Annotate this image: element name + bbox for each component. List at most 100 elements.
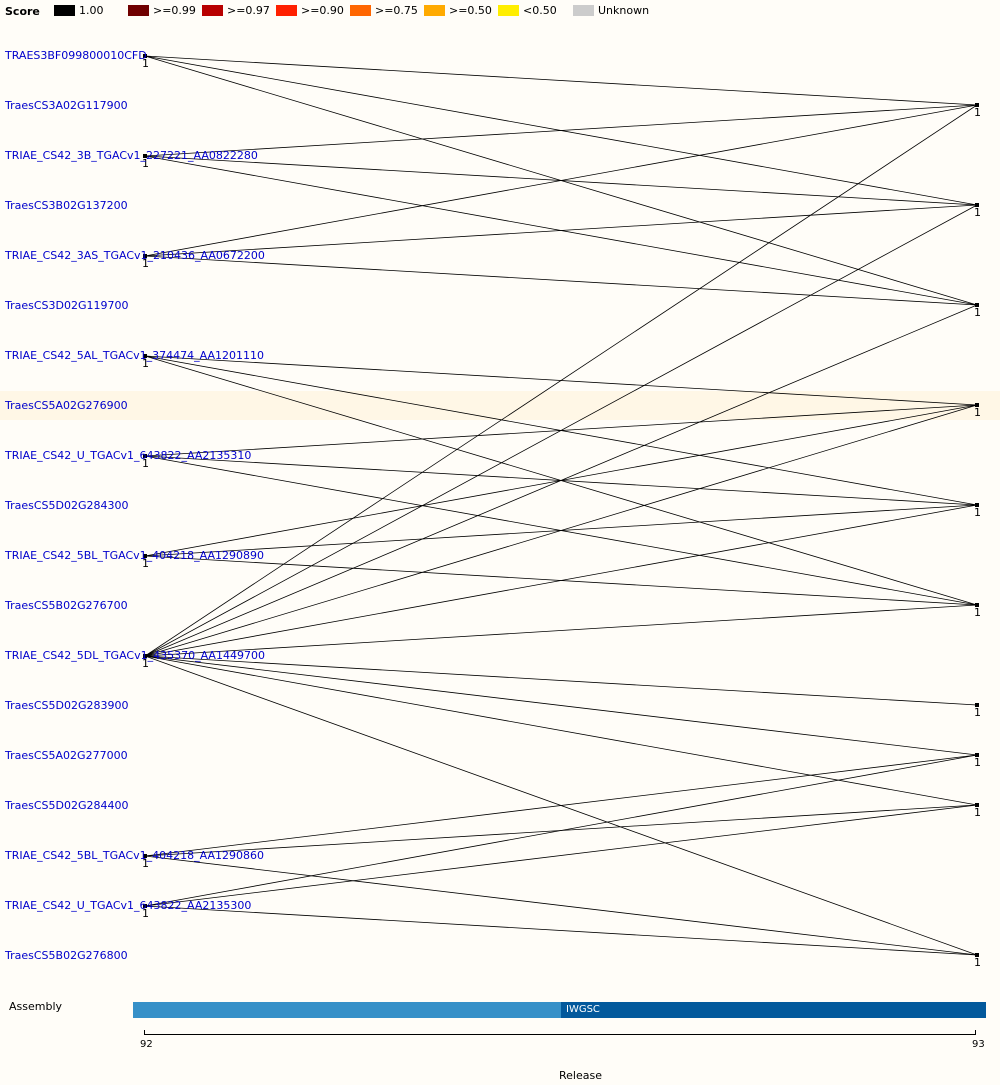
homology-link bbox=[144, 804, 978, 907]
node-count-label: 1 bbox=[974, 106, 981, 119]
gene-link[interactable]: TRAES3BF099800010CFD bbox=[5, 49, 147, 62]
release-axis: 92 93 bbox=[0, 1025, 1000, 1085]
gene-node[interactable] bbox=[975, 803, 979, 807]
score-legend: Score 1.00 >=0.99 >=0.97 >=0.90 >=0.75 >=0.50… bbox=[0, 0, 1000, 22]
legend-label: >=0.50 bbox=[449, 4, 492, 17]
release-tick-93: 93 bbox=[972, 1039, 985, 1050]
gene-link[interactable]: TraesCS5B02G276800 bbox=[5, 949, 128, 962]
gene-link[interactable]: TraesCS5D02G283900 bbox=[5, 699, 129, 712]
node-count-label: 1 bbox=[142, 657, 149, 670]
homology-link bbox=[144, 504, 978, 657]
release-axis-label: Release bbox=[559, 1069, 602, 1082]
homology-link bbox=[144, 255, 978, 306]
gene-node[interactable] bbox=[143, 54, 147, 58]
homology-link bbox=[144, 404, 978, 657]
release-tick-92: 92 bbox=[140, 1039, 153, 1050]
assembly-name: IWGSC bbox=[566, 1004, 600, 1015]
release-axis-line bbox=[144, 1030, 976, 1035]
legend-label: >=0.99 bbox=[153, 4, 196, 17]
homology-link bbox=[144, 104, 978, 257]
gene-node[interactable] bbox=[975, 103, 979, 107]
gene-link[interactable]: TraesCS5B02G276700 bbox=[5, 599, 128, 612]
legend-label: Unknown bbox=[598, 4, 650, 17]
gene-node[interactable] bbox=[143, 454, 147, 458]
gene-node[interactable] bbox=[975, 703, 979, 707]
gene-node[interactable] bbox=[975, 953, 979, 957]
homology-diagram: 1 1 1 1 1 1 1 1 1 1 1 1 1 1 1 1 1 1 1 bbox=[142, 54, 981, 969]
gene-node[interactable] bbox=[143, 904, 147, 908]
legend-label: >=0.75 bbox=[375, 4, 418, 17]
homology-link bbox=[144, 905, 978, 956]
gene-node[interactable] bbox=[975, 203, 979, 207]
legend-swatch bbox=[276, 5, 297, 16]
gene-node[interactable] bbox=[975, 503, 979, 507]
gene-link[interactable]: TraesCS3B02G137200 bbox=[5, 199, 128, 212]
legend-label: >=0.90 bbox=[301, 4, 344, 17]
homology-link bbox=[144, 655, 978, 706]
gene-link[interactable]: TRIAE_CS42_5DL_TGACv1_435370_AA1449700 bbox=[5, 649, 265, 662]
homology-link bbox=[144, 855, 978, 956]
gene-link[interactable]: TraesCS3D02G119700 bbox=[5, 299, 129, 312]
gene-link[interactable]: TraesCS5A02G276900 bbox=[5, 399, 128, 412]
node-count-label: 1 bbox=[974, 706, 981, 719]
node-count-label: 1 bbox=[974, 956, 981, 969]
homology-link bbox=[144, 104, 978, 657]
gene-node[interactable] bbox=[975, 603, 979, 607]
node-count-label: 1 bbox=[142, 907, 149, 920]
gene-node[interactable] bbox=[143, 154, 147, 158]
assembly-bar-iwgsc: IWGSC bbox=[561, 1002, 986, 1018]
gene-label-list: TRAES3BF099800010CFD TraesCS3A02G117900 TR… bbox=[5, 49, 265, 962]
node-count-label: 1 bbox=[974, 306, 981, 319]
gene-link[interactable]: TraesCS3A02G117900 bbox=[5, 99, 128, 112]
highlighted-gene-row bbox=[0, 391, 1000, 420]
node-count-label: 1 bbox=[974, 406, 981, 419]
node-count-label: 1 bbox=[974, 206, 981, 219]
gene-link[interactable]: TRIAE_CS42_5BL_TGACv1_404218_AA1290860 bbox=[5, 849, 265, 862]
legend-swatch bbox=[573, 5, 594, 16]
gene-node[interactable] bbox=[975, 753, 979, 757]
gene-link[interactable]: TraesCS5A02G277000 bbox=[5, 749, 128, 762]
gene-link[interactable]: TRIAE_CS42_3B_TGACv1_227221_AA0822280 bbox=[5, 149, 258, 162]
node-count-label: 1 bbox=[142, 257, 149, 270]
node-count-label: 1 bbox=[142, 357, 149, 370]
homology-link bbox=[144, 655, 978, 756]
gene-link[interactable]: TraesCS5D02G284300 bbox=[5, 499, 129, 512]
node-count-label: 1 bbox=[142, 557, 149, 570]
gene-link[interactable]: TRIAE_CS42_U_TGACv1_643822_AA2135310 bbox=[5, 449, 252, 462]
gene-node[interactable] bbox=[975, 303, 979, 307]
gene-node[interactable] bbox=[143, 354, 147, 358]
legend-label: >=0.97 bbox=[227, 4, 270, 17]
gene-node[interactable] bbox=[143, 854, 147, 858]
legend-label: 1.00 bbox=[79, 4, 104, 17]
gene-node[interactable] bbox=[975, 403, 979, 407]
legend-swatch bbox=[202, 5, 223, 16]
legend-swatch bbox=[54, 5, 75, 16]
gene-link[interactable]: TRIAE_CS42_3AS_TGACv1_210436_AA0672200 bbox=[5, 249, 265, 262]
homology-link bbox=[144, 754, 978, 907]
homology-link bbox=[144, 754, 978, 857]
assembly-label: Assembly bbox=[9, 1000, 63, 1013]
node-count-label: 1 bbox=[142, 457, 149, 470]
legend-swatch bbox=[498, 5, 519, 16]
node-count-label: 1 bbox=[974, 506, 981, 519]
homology-link bbox=[144, 604, 978, 657]
node-count-label: 1 bbox=[142, 57, 149, 70]
gene-link[interactable]: TraesCS5D02G284400 bbox=[5, 799, 129, 812]
gene-link[interactable]: TRIAE_CS42_U_TGACv1_643822_AA2135300 bbox=[5, 899, 252, 912]
node-count-label: 1 bbox=[142, 157, 149, 170]
legend-swatch bbox=[424, 5, 445, 16]
gene-link[interactable]: TRIAE_CS42_5AL_TGACv1_374474_AA1201110 bbox=[5, 349, 264, 362]
gene-node[interactable] bbox=[143, 254, 147, 258]
gene-node[interactable] bbox=[143, 654, 147, 658]
assembly-bar-release-92 bbox=[133, 1002, 561, 1018]
node-count-label: 1 bbox=[142, 857, 149, 870]
legend-label: <0.50 bbox=[523, 4, 557, 17]
gene-link[interactable]: TRIAE_CS42_5BL_TGACv1_404218_AA1290890 bbox=[5, 549, 265, 562]
homology-link bbox=[144, 204, 978, 257]
node-count-label: 1 bbox=[974, 606, 981, 619]
legend-swatch bbox=[128, 5, 149, 16]
gene-node[interactable] bbox=[143, 554, 147, 558]
homology-link bbox=[144, 104, 978, 157]
legend-swatch bbox=[350, 5, 371, 16]
homology-link bbox=[144, 55, 978, 106]
